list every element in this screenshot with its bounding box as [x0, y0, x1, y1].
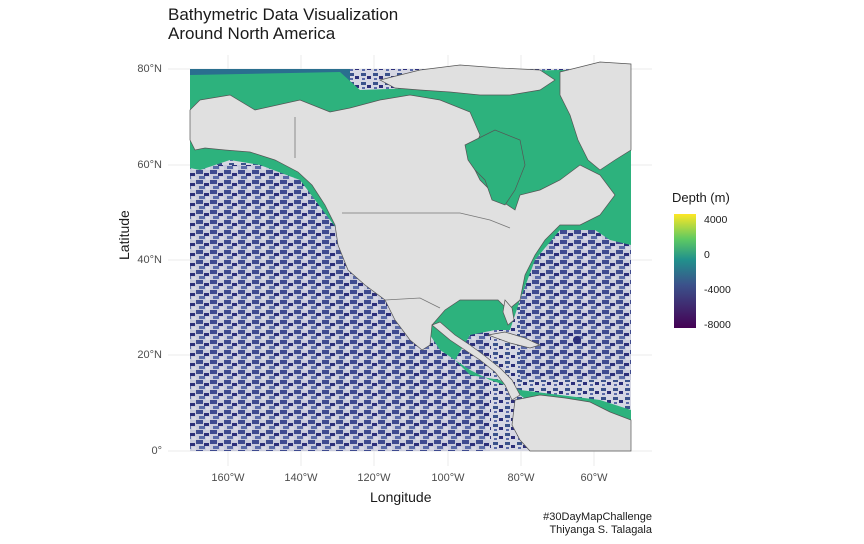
legend-tick-minus-4000: -4000: [704, 284, 731, 296]
chart-title-line2: Around North America: [168, 24, 336, 43]
arctic-islands: [379, 64, 556, 96]
chart-title: Bathymetric Data Visualization Around No…: [168, 5, 398, 43]
chart-title-line1: Bathymetric Data Visualization: [168, 5, 399, 24]
xtick-60w: 60°W: [580, 472, 608, 484]
central-america: [431, 321, 521, 401]
xtick-140w: 140°W: [284, 472, 318, 484]
ytick-20n: 20°N: [137, 349, 162, 361]
country-borders: [294, 117, 511, 309]
north-america-land: [189, 94, 616, 351]
ytick-80n: 80°N: [137, 63, 162, 75]
caption: #30DayMapChallenge Thiyanga S. Talagala: [543, 511, 652, 537]
caption-hashtag: #30DayMapChallenge: [543, 511, 652, 523]
ytick-40n: 40°N: [137, 254, 162, 266]
hudson-bay: [464, 129, 526, 206]
depth-legend: Depth (m) 4000 0 -4000 -8000: [672, 190, 731, 331]
xtick-80w: 80°W: [507, 472, 535, 484]
legend-tick-minus-8000: -8000: [704, 319, 731, 331]
south-america: [511, 394, 632, 452]
greenland: [559, 61, 632, 171]
legend-tick-4000: 4000: [704, 214, 728, 226]
xtick-100w: 100°W: [431, 472, 465, 484]
cuba: [486, 331, 541, 349]
ytick-0: 0°: [151, 445, 162, 457]
xtick-160w: 160°W: [211, 472, 245, 484]
legend-tick-0: 0: [704, 249, 710, 261]
florida: [502, 299, 515, 326]
caption-author: Thiyanga S. Talagala: [549, 524, 652, 536]
x-axis-label: Longitude: [370, 489, 432, 505]
xtick-120w: 120°W: [357, 472, 391, 484]
land: [189, 61, 632, 452]
legend-colorbar: [674, 214, 696, 328]
ytick-60n: 60°N: [137, 159, 162, 171]
y-axis-label: Latitude: [116, 210, 132, 260]
legend-title: Depth (m): [672, 190, 730, 205]
deep-trench-marker: [573, 336, 581, 344]
